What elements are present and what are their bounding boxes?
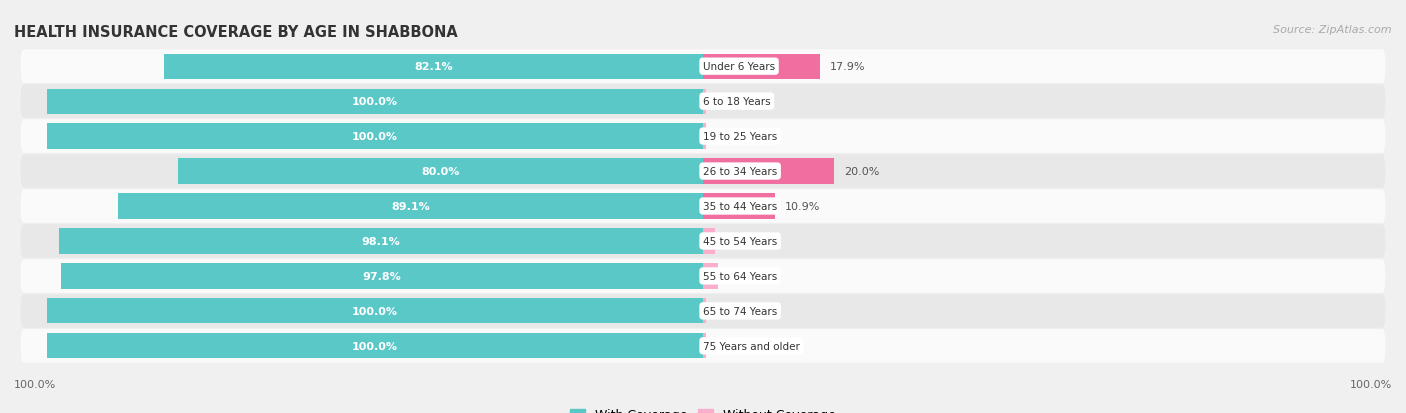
Text: 82.1%: 82.1%	[415, 62, 453, 72]
Bar	[703, 299, 706, 324]
Bar	[703, 55, 821, 80]
Text: 65 to 74 Years: 65 to 74 Years	[703, 306, 778, 316]
Text: 26 to 34 Years: 26 to 34 Years	[703, 166, 778, 177]
Bar	[62, 263, 703, 289]
FancyBboxPatch shape	[21, 85, 1385, 119]
Text: 75 Years and older: 75 Years and older	[703, 341, 800, 351]
Text: 6 to 18 Years: 6 to 18 Years	[703, 97, 770, 107]
FancyBboxPatch shape	[21, 259, 1385, 293]
Bar	[118, 194, 703, 219]
Bar	[46, 299, 703, 324]
Text: 0.0%: 0.0%	[723, 97, 751, 107]
Bar	[703, 124, 706, 150]
Text: 100.0%: 100.0%	[352, 306, 398, 316]
Text: 0.0%: 0.0%	[723, 306, 751, 316]
Text: 45 to 54 Years: 45 to 54 Years	[703, 236, 778, 247]
Text: 100.0%: 100.0%	[352, 341, 398, 351]
Legend: With Coverage, Without Coverage: With Coverage, Without Coverage	[565, 404, 841, 413]
Bar	[46, 89, 703, 114]
Bar	[703, 159, 834, 184]
Text: 55 to 64 Years: 55 to 64 Years	[703, 271, 778, 281]
Bar	[59, 229, 703, 254]
Bar	[703, 229, 716, 254]
Text: 89.1%: 89.1%	[391, 202, 430, 211]
Text: 35 to 44 Years: 35 to 44 Years	[703, 202, 778, 211]
Text: Source: ZipAtlas.com: Source: ZipAtlas.com	[1274, 25, 1392, 35]
Text: 100.0%: 100.0%	[14, 379, 56, 389]
Text: 10.9%: 10.9%	[785, 202, 820, 211]
Bar	[703, 263, 718, 289]
Text: 2.3%: 2.3%	[728, 271, 756, 281]
Text: 98.1%: 98.1%	[361, 236, 401, 247]
FancyBboxPatch shape	[21, 294, 1385, 328]
FancyBboxPatch shape	[21, 190, 1385, 223]
Text: 1.9%: 1.9%	[725, 236, 754, 247]
Bar	[46, 124, 703, 150]
FancyBboxPatch shape	[21, 225, 1385, 258]
Text: 100.0%: 100.0%	[1350, 379, 1392, 389]
Text: HEALTH INSURANCE COVERAGE BY AGE IN SHABBONA: HEALTH INSURANCE COVERAGE BY AGE IN SHAB…	[14, 25, 458, 40]
Text: 20.0%: 20.0%	[844, 166, 879, 177]
Bar	[703, 194, 775, 219]
Text: 0.0%: 0.0%	[723, 132, 751, 142]
Bar	[703, 333, 706, 358]
Bar	[165, 55, 703, 80]
Bar	[46, 333, 703, 358]
Text: 0.0%: 0.0%	[723, 341, 751, 351]
Text: 100.0%: 100.0%	[352, 97, 398, 107]
Text: 17.9%: 17.9%	[831, 62, 866, 72]
FancyBboxPatch shape	[21, 50, 1385, 84]
Text: 100.0%: 100.0%	[352, 132, 398, 142]
Bar	[179, 159, 703, 184]
Text: 80.0%: 80.0%	[422, 166, 460, 177]
FancyBboxPatch shape	[21, 329, 1385, 363]
Text: 19 to 25 Years: 19 to 25 Years	[703, 132, 778, 142]
FancyBboxPatch shape	[21, 155, 1385, 188]
Bar	[703, 89, 706, 114]
Text: Under 6 Years: Under 6 Years	[703, 62, 775, 72]
FancyBboxPatch shape	[21, 120, 1385, 154]
Text: 97.8%: 97.8%	[363, 271, 402, 281]
